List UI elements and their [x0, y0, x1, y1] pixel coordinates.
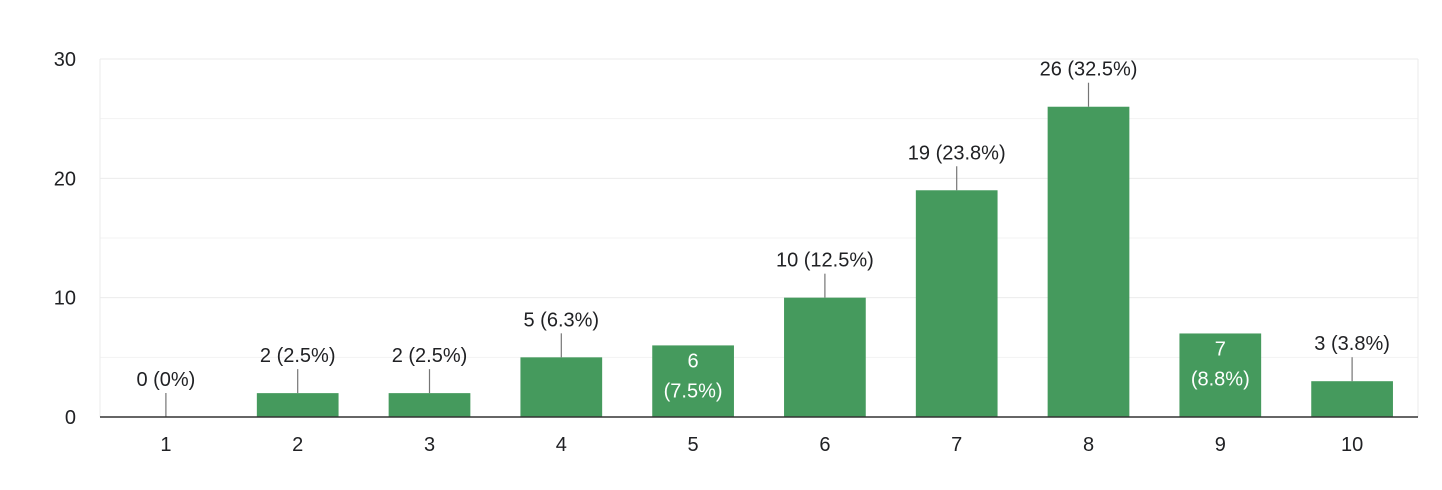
- data-label: 2 (2.5%): [260, 345, 336, 367]
- data-label: 3 (3.8%): [1314, 333, 1390, 355]
- bar: [256, 393, 339, 417]
- bar: [520, 357, 603, 417]
- x-tick-label: 6: [819, 434, 830, 456]
- data-label: 7: [1215, 338, 1226, 360]
- x-tick-label: 9: [1215, 434, 1226, 456]
- data-label: 2 (2.5%): [392, 345, 468, 367]
- bar: [915, 190, 998, 417]
- x-tick-label: 2: [292, 434, 303, 456]
- x-tick-label: 1: [160, 434, 171, 456]
- data-label: 10 (12.5%): [776, 250, 874, 272]
- data-label: 26 (32.5%): [1040, 59, 1138, 81]
- x-tick-label: 3: [424, 434, 435, 456]
- x-tick-label: 8: [1083, 434, 1094, 456]
- y-tick-label: 0: [65, 407, 76, 429]
- x-tick-label: 10: [1341, 434, 1363, 456]
- data-label: (8.8%): [1191, 368, 1250, 390]
- data-label: 5 (6.3%): [524, 309, 600, 331]
- bar: [784, 297, 866, 417]
- bar: [652, 345, 734, 417]
- bar: [1179, 333, 1262, 417]
- y-tick-label: 10: [54, 288, 76, 310]
- data-label: 6: [688, 350, 699, 372]
- y-tick-label: 20: [54, 168, 76, 190]
- x-tick-label: 5: [688, 434, 699, 456]
- data-label: 19 (23.8%): [908, 142, 1006, 164]
- bar: [1047, 106, 1130, 417]
- data-label: 0 (0%): [136, 369, 195, 391]
- bar: [1311, 381, 1393, 417]
- y-tick-label: 30: [54, 49, 76, 71]
- x-tick-label: 7: [951, 434, 962, 456]
- bar: [388, 393, 471, 417]
- data-label: (7.5%): [664, 380, 723, 402]
- x-tick-label: 4: [556, 434, 567, 456]
